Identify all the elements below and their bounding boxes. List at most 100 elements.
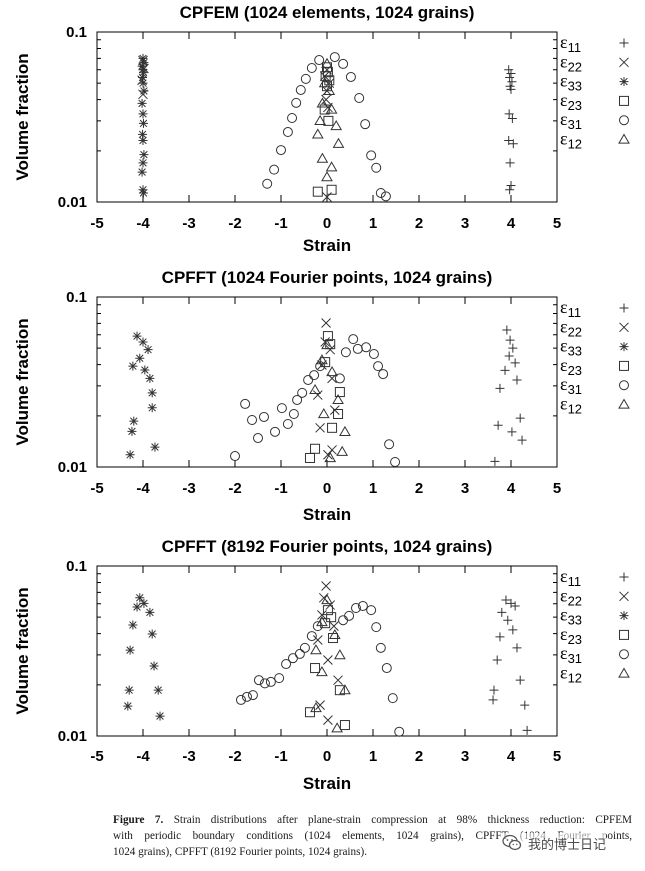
legend-subscript: 31 [568,382,582,397]
x-tick-label: 1 [369,748,377,765]
eps22-data-point [333,675,343,686]
eps31-data-point [387,693,398,704]
eps33-data-point [138,118,148,128]
eps33-data-point [128,620,138,630]
eps31-data-point [360,119,371,130]
eps23-data-point [339,720,350,731]
legend-subscript: 12 [568,137,582,152]
eps31-data-point [292,394,303,405]
y-tick-label: 0.01 [58,194,87,211]
eps33-data-point [125,645,135,655]
x-tick-label: 4 [507,215,516,232]
eps33-data-point [138,67,148,77]
eps33-data-point [138,109,148,119]
eps23-data-point [312,186,323,197]
eps33-data-point [127,426,137,436]
eps11-data-point [500,365,510,375]
legend-square-icon [619,629,629,640]
eps23-data-point [304,452,315,463]
eps11-data-point [506,69,516,79]
x-tick-label: -5 [90,748,103,765]
legend-asterisk-icon [619,611,629,621]
eps11-data-point [504,109,514,119]
chart-title: CPFFT (8192 Fourier points, 1024 grains) [162,537,493,556]
legend-circle-icon [619,649,629,660]
eps11-data-point [504,351,514,361]
eps33-data-point [137,167,147,177]
legend-subscript: 11 [568,40,582,55]
eps31-data-point [253,675,264,686]
eps12-data-point [311,128,324,139]
eps31-data-point [259,678,270,689]
eps31-data-point [381,663,392,674]
wechat-logo-icon [502,834,522,852]
legend-cross-icon [619,322,629,333]
eps11-data-point [502,325,512,335]
x-tick-label: -1 [274,480,287,497]
figure-label: Figure 7. [113,814,164,826]
eps11-data-point [504,136,514,146]
legend-symbol: ε [560,643,568,663]
eps31-data-point [241,691,252,702]
legend-label: ε31 [560,374,582,397]
legend-subscript: 23 [568,98,582,113]
caption-line: 1024 grains), CPFFT (8192 Fourier points… [113,844,632,860]
legend-label: ε11 [560,32,581,55]
eps11-data-point [504,65,514,75]
eps31-data-point [306,63,317,74]
eps31-data-point [297,387,308,398]
series-eps33 [137,53,149,198]
legend-subscript: 31 [568,117,582,132]
eps31-data-point [288,409,299,420]
eps22-data-point [315,422,325,433]
eps11-data-point [490,456,500,466]
eps31-data-point [282,419,293,430]
legend-symbol: ε [560,71,568,91]
eps33-data-point [139,150,149,160]
eps31-data-point [300,73,311,84]
eps23-data-point [320,618,331,629]
eps31-data-point [394,726,405,737]
eps33-data-point [138,188,148,198]
eps22-data-point [317,610,327,620]
x-tick-label: 5 [553,480,561,497]
eps12-data-point [314,114,326,125]
series-eps11 [504,65,518,195]
eps31-data-point [276,145,286,156]
eps33-data-point [150,442,160,452]
legend-subscript: 11 [568,305,582,320]
eps31-data-point [295,84,306,95]
legend-asterisk-icon [619,342,629,352]
eps31-data-point [262,178,273,189]
legend-label: ε33 [560,71,582,94]
legend-plus-icon [619,38,629,48]
eps22-data-point [321,581,331,591]
series-eps12 [309,339,351,463]
eps11-data-point [505,158,515,168]
eps31-data-point [375,642,386,653]
figure-area: CPFEM (1024 elements, 1024 grains) -5 -4 -3… [13,3,630,793]
eps12-data-point [321,171,333,182]
eps22-data-point [323,715,333,725]
plot-frame [96,565,558,737]
eps31-data-point [269,164,280,175]
eps31-data-point [348,334,359,345]
eps11-data-point [493,420,503,430]
eps12-data-point [323,84,336,96]
eps12-data-point [310,702,322,713]
eps31-data-point [361,342,372,353]
x-tick-label: 1 [369,480,377,497]
eps33-data-point [138,158,148,168]
legend-triangle-icon [618,398,630,409]
eps33-data-point [135,593,145,603]
x-axis-label: Strain [303,505,351,524]
eps22-data-point [312,635,323,645]
eps12-data-point [328,628,341,640]
eps12-data-point [326,366,338,377]
x-tick-label: -2 [228,480,241,497]
eps31-data-point [338,615,349,626]
eps31-data-point [380,191,391,202]
eps22-data-point [320,337,331,347]
